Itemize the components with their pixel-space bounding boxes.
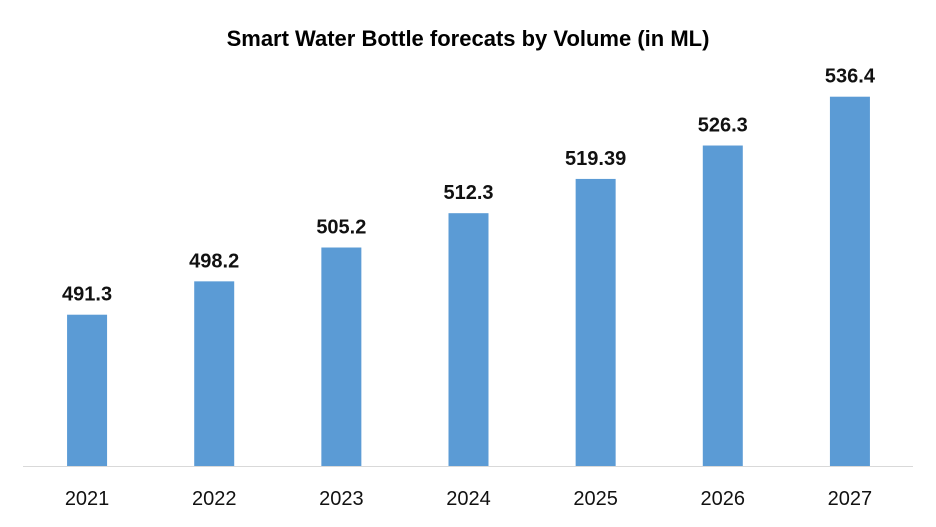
bar-2023 bbox=[321, 247, 362, 466]
data-label-2024: 512.3 bbox=[443, 182, 493, 204]
data-label-2027: 536.4 bbox=[825, 66, 876, 88]
x-tick-label-2026: 2026 bbox=[701, 488, 746, 510]
data-label-2021: 491.3 bbox=[62, 284, 112, 306]
bars-group bbox=[67, 96, 870, 466]
data-label-2025: 519.39 bbox=[565, 148, 626, 170]
bar-2027 bbox=[829, 96, 870, 466]
data-label-2026: 526.3 bbox=[698, 115, 748, 137]
x-tick-label-2023: 2023 bbox=[319, 488, 364, 510]
x-tick-label-2025: 2025 bbox=[573, 488, 618, 510]
x-tick-label-2024: 2024 bbox=[446, 488, 491, 510]
bar-2024 bbox=[448, 213, 489, 466]
data-label-2023: 505.2 bbox=[316, 217, 366, 239]
x-tick-label-2027: 2027 bbox=[828, 488, 873, 510]
bar-2025 bbox=[575, 178, 616, 466]
bar-2021 bbox=[67, 314, 108, 466]
data-label-2022: 498.2 bbox=[189, 250, 239, 272]
bar-2022 bbox=[194, 281, 235, 466]
data-labels-group: 491.3 498.2 505.2 512.3 519.39 526.3 536.4 bbox=[62, 66, 876, 306]
chart-title: Smart Water Bottle forecats by Volume (i… bbox=[227, 26, 710, 51]
bar-2026 bbox=[702, 145, 743, 466]
x-tick-label-2021: 2021 bbox=[65, 488, 110, 510]
x-tick-labels-group: 2021 2022 2023 2024 2025 2026 2027 bbox=[65, 488, 872, 510]
x-tick-label-2022: 2022 bbox=[192, 488, 237, 510]
